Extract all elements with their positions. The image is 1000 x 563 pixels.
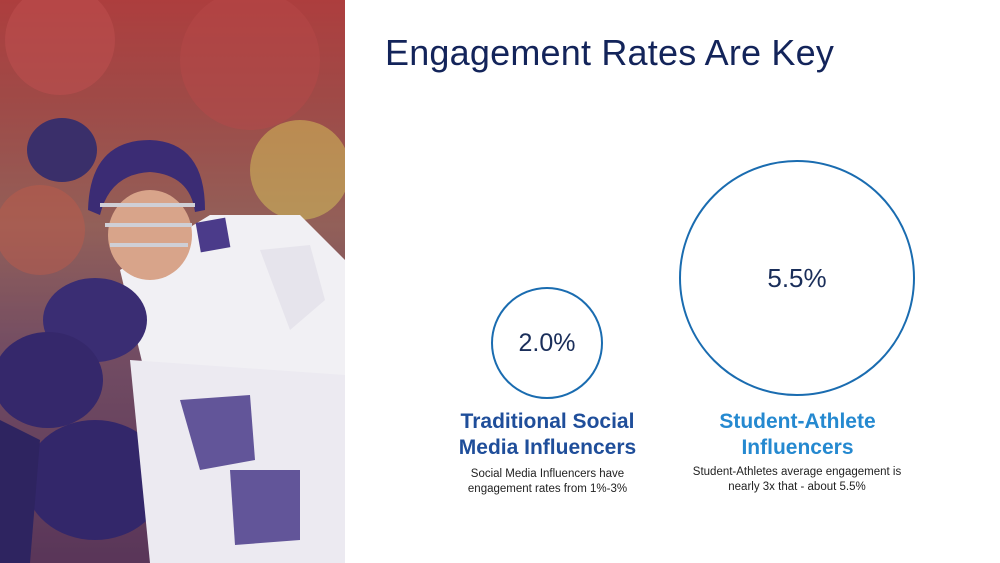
- traditional-heading: Traditional Social Media Influencers: [458, 410, 637, 459]
- football-players-photo: [0, 0, 345, 563]
- athlete-heading: Student-Athlete Influencers: [719, 410, 876, 459]
- traditional-rate-circle: 2.0%: [491, 287, 603, 399]
- traditional-rate-value: 2.0%: [518, 328, 576, 357]
- traditional-description: Social Media Influencers have engagement…: [467, 468, 628, 495]
- athlete-rate-value: 5.5%: [767, 262, 827, 293]
- athlete-description: Student-Athletes average engagement is n…: [692, 466, 902, 493]
- athlete-rate-circle: 5.5%: [679, 160, 915, 396]
- photo-illustration: [0, 0, 345, 563]
- slide-title: Engagement Rates Are Key: [385, 32, 835, 73]
